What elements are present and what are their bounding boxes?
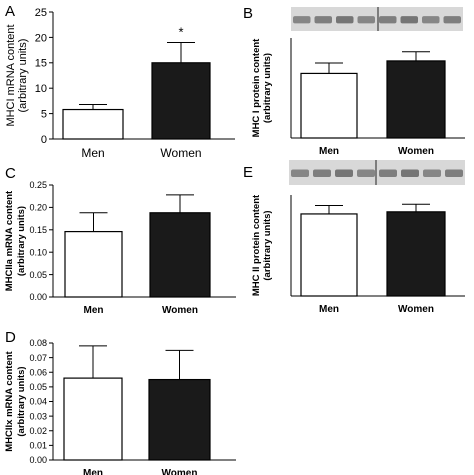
category-label-men: Men: [84, 305, 104, 316]
panel-letter: B: [243, 5, 253, 22]
y-axis-label: MHC I protein content: [251, 38, 262, 138]
blot-band: [400, 16, 418, 24]
y-tick-label: 0.05: [29, 270, 47, 280]
y-axis-label-units: (arbitrary units): [262, 210, 273, 280]
category-label-women: Women: [398, 146, 434, 157]
blot-band: [336, 16, 354, 24]
bar-men: [62, 108, 124, 140]
bar-women: [386, 60, 446, 139]
y-axis-label-units: (arbitrary units): [17, 39, 29, 113]
blot-band: [401, 169, 419, 177]
category-label-men: Men: [83, 468, 103, 475]
category-label-women: Women: [398, 304, 434, 315]
category-label-women: Women: [162, 305, 198, 316]
y-tick-label: 0.00: [29, 292, 47, 302]
y-tick-label: 0.25: [29, 180, 47, 190]
blot-band: [314, 16, 332, 24]
y-tick-label: 0.06: [29, 367, 47, 377]
category-label-men: Men: [81, 146, 104, 160]
y-tick-label: 25: [35, 7, 47, 19]
category-label-women: Women: [162, 468, 198, 475]
bar-men: [300, 213, 358, 297]
y-axis-label: MHCIIx mRNA content: [4, 350, 15, 451]
y-tick-label: 15: [35, 58, 47, 70]
y-axis-label: MHCIIa mRNA content: [4, 190, 15, 291]
western-blot-image: [289, 160, 465, 185]
y-tick-label: 0.00: [29, 455, 47, 465]
panel-letter: A: [5, 3, 15, 20]
panel-e: E MHC II protein content (arbitrary units)…: [243, 160, 465, 315]
y-axis-label: MHC II protein content: [251, 194, 262, 296]
category-label-men: Men: [319, 146, 339, 157]
blot-band: [357, 16, 375, 24]
y-tick-label: 20: [35, 32, 47, 44]
panel-letter: D: [5, 329, 16, 346]
y-axis-label: MHCI mRNA content: [5, 24, 17, 126]
bar-men: [64, 230, 123, 298]
bar-women: [148, 378, 211, 461]
category-label-men: Men: [319, 304, 339, 315]
blot-band: [443, 16, 461, 24]
y-axis-label-units: (arbitrary units): [16, 206, 27, 276]
blot-band: [379, 16, 397, 24]
blot-band: [445, 169, 463, 177]
western-blot-image: [291, 7, 463, 31]
blot-band: [423, 169, 441, 177]
bar-men: [63, 377, 123, 461]
category-label-women: Women: [160, 146, 201, 160]
y-tick-label: 0.04: [29, 397, 47, 407]
blot-band: [291, 169, 309, 177]
y-tick-label: 0.08: [29, 338, 47, 348]
y-tick-label: 0: [41, 134, 47, 146]
panel-letter: E: [243, 164, 253, 181]
y-axis-label-units: (arbitrary units): [262, 53, 273, 123]
y-tick-label: 0.05: [29, 382, 47, 392]
y-tick-label: 10: [35, 83, 47, 95]
y-tick-label: 0.20: [29, 203, 47, 213]
y-tick-label: 5: [41, 108, 47, 120]
blot-band: [313, 169, 331, 177]
panel-a: A MHCI mRNA content (arbitrary units) 0 5 10 1…: [5, 3, 235, 160]
y-tick-label: 0.10: [29, 247, 47, 257]
y-tick-label: 0.03: [29, 411, 47, 421]
panel-b: B MHC I protein content (arbitrary units) M…: [243, 5, 465, 157]
y-tick-label: 0.01: [29, 441, 47, 451]
blot-band: [293, 16, 311, 24]
blot-band: [422, 16, 440, 24]
significance-marker: *: [178, 24, 183, 39]
bar-men: [300, 72, 358, 139]
blot-band: [335, 169, 353, 177]
y-tick-label: 0.07: [29, 353, 47, 363]
blot-band: [379, 169, 397, 177]
bar-women: [386, 211, 446, 297]
blot-band: [357, 169, 375, 177]
bar-women: [149, 212, 211, 298]
bar-women: [151, 62, 211, 140]
panel-letter: C: [5, 165, 16, 182]
y-tick-label: 0.02: [29, 426, 47, 436]
y-tick-label: 0.15: [29, 225, 47, 235]
y-axis-label-units: (arbitrary units): [16, 366, 27, 436]
